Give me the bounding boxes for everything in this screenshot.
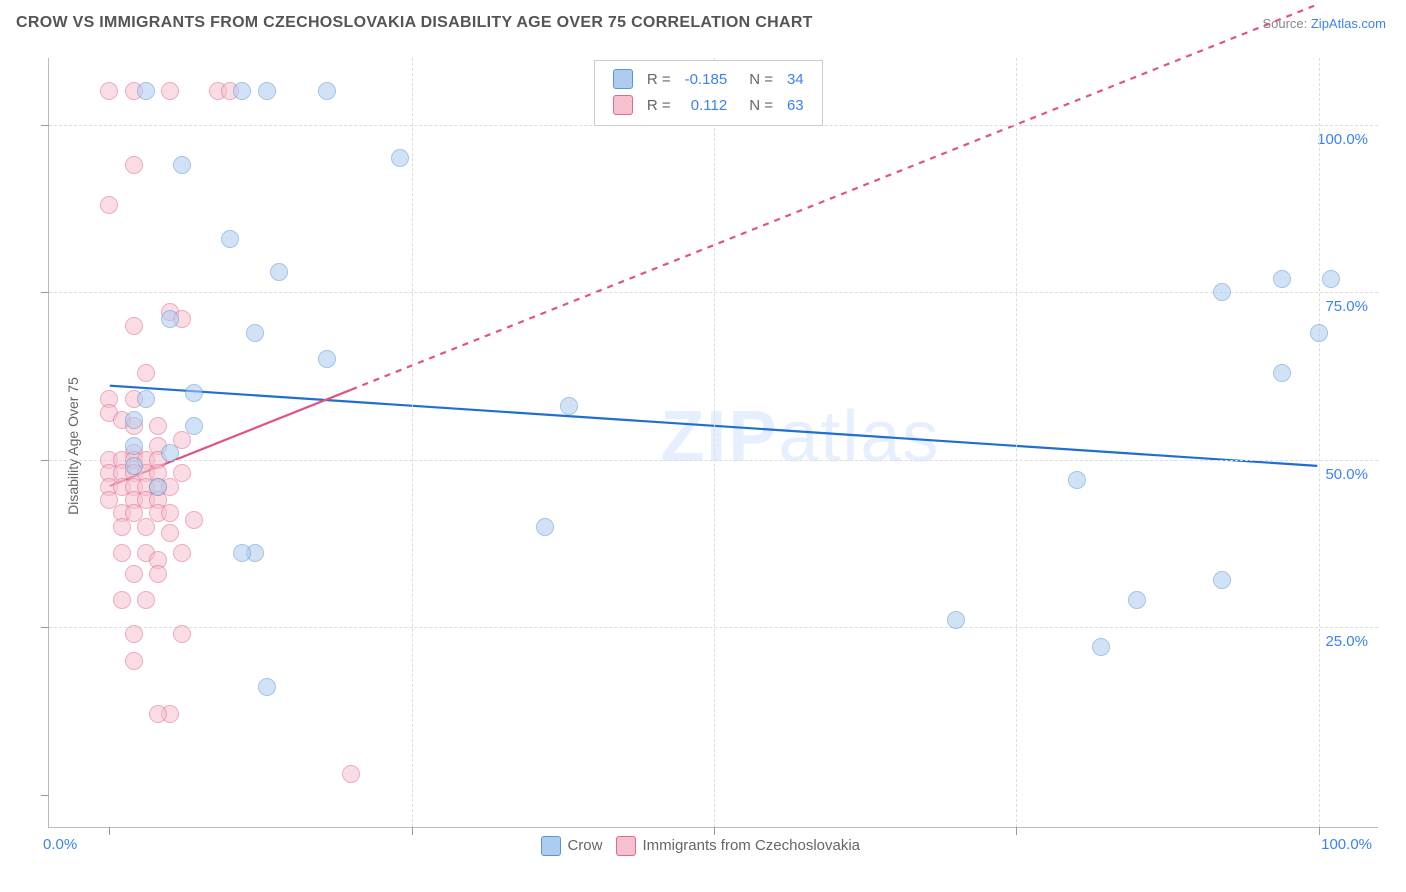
page-title: CROW VS IMMIGRANTS FROM CZECHOSLOVAKIA D…	[16, 14, 813, 32]
crow-point	[233, 82, 251, 100]
x-tick	[714, 827, 715, 835]
czech-point	[161, 82, 179, 100]
czech-point	[113, 544, 131, 562]
legend-swatch	[616, 836, 636, 856]
crow-point	[258, 82, 276, 100]
crow-point	[185, 417, 203, 435]
series-legend: Crow Immigrants from Czechoslovakia	[527, 836, 860, 856]
crow-point	[1092, 638, 1110, 656]
crow-point	[1128, 591, 1146, 609]
crow-point	[270, 263, 288, 281]
crow-point	[161, 310, 179, 328]
crow-point	[233, 544, 251, 562]
czech-trendline	[351, 5, 1317, 390]
czech-point	[161, 504, 179, 522]
x-gridline	[1319, 58, 1320, 827]
crow-point	[1310, 324, 1328, 342]
x-gridline	[714, 58, 715, 827]
y-tick	[41, 627, 49, 628]
czech-point	[342, 765, 360, 783]
crow-point	[1213, 571, 1231, 589]
source-link[interactable]: ZipAtlas.com	[1311, 16, 1386, 31]
crow-point	[137, 82, 155, 100]
czech-point	[149, 565, 167, 583]
czech-point	[173, 625, 191, 643]
czech-point	[185, 511, 203, 529]
czech-point	[173, 544, 191, 562]
x-gridline	[412, 58, 413, 827]
crow-point	[1322, 270, 1340, 288]
czech-point	[125, 317, 143, 335]
source-prefix: Source:	[1262, 16, 1310, 31]
crow-point	[125, 411, 143, 429]
czech-point	[161, 524, 179, 542]
x-tick-label: 100.0%	[1321, 836, 1372, 853]
crow-point	[221, 230, 239, 248]
y-tick-label: 50.0%	[1325, 466, 1368, 483]
y-tick	[41, 460, 49, 461]
czech-point	[125, 652, 143, 670]
crow-point	[185, 384, 203, 402]
crow-point	[137, 390, 155, 408]
crow-point	[318, 350, 336, 368]
crow-point	[173, 156, 191, 174]
czech-point	[100, 196, 118, 214]
czech-point	[137, 591, 155, 609]
czech-point	[137, 518, 155, 536]
crow-point	[1273, 270, 1291, 288]
legend-label: Crow	[567, 837, 602, 854]
y-tick	[41, 125, 49, 126]
crow-point	[125, 457, 143, 475]
czech-point	[149, 705, 167, 723]
y-tick-label: 25.0%	[1325, 633, 1368, 650]
czech-point	[137, 364, 155, 382]
crow-point	[1068, 471, 1086, 489]
czech-point	[113, 591, 131, 609]
x-tick	[1016, 827, 1017, 835]
czech-point	[100, 82, 118, 100]
crow-point	[947, 611, 965, 629]
y-tick-label: 100.0%	[1317, 131, 1368, 148]
czech-point	[125, 156, 143, 174]
crow-point	[125, 437, 143, 455]
source-attribution: Source: ZipAtlas.com	[1262, 16, 1386, 31]
crow-point	[246, 324, 264, 342]
crow-point	[1213, 283, 1231, 301]
y-tick	[41, 292, 49, 293]
y-tick-label: 75.0%	[1325, 298, 1368, 315]
czech-point	[125, 625, 143, 643]
czech-point	[149, 417, 167, 435]
x-tick	[1319, 827, 1320, 835]
x-tick	[412, 827, 413, 835]
x-tick	[109, 827, 110, 835]
x-tick-label: 0.0%	[43, 836, 77, 853]
crow-point	[161, 444, 179, 462]
y-tick	[41, 795, 49, 796]
czech-point	[113, 518, 131, 536]
crow-point	[318, 82, 336, 100]
crow-point	[391, 149, 409, 167]
crow-point	[560, 397, 578, 415]
legend-label: Immigrants from Czechoslovakia	[642, 837, 860, 854]
czech-point	[125, 565, 143, 583]
crow-point	[258, 678, 276, 696]
x-gridline	[1016, 58, 1017, 827]
legend-swatch	[613, 69, 633, 89]
crow-point	[149, 478, 167, 496]
crow-point	[536, 518, 554, 536]
crow-point	[1273, 364, 1291, 382]
legend-swatch	[613, 95, 633, 115]
scatter-plot: ZIPatlas 25.0%50.0%75.0%100.0%0.0%100.0%…	[48, 58, 1378, 828]
correlation-legend: R =-0.185N =34R =0.112N =63	[594, 60, 823, 126]
legend-swatch	[541, 836, 561, 856]
